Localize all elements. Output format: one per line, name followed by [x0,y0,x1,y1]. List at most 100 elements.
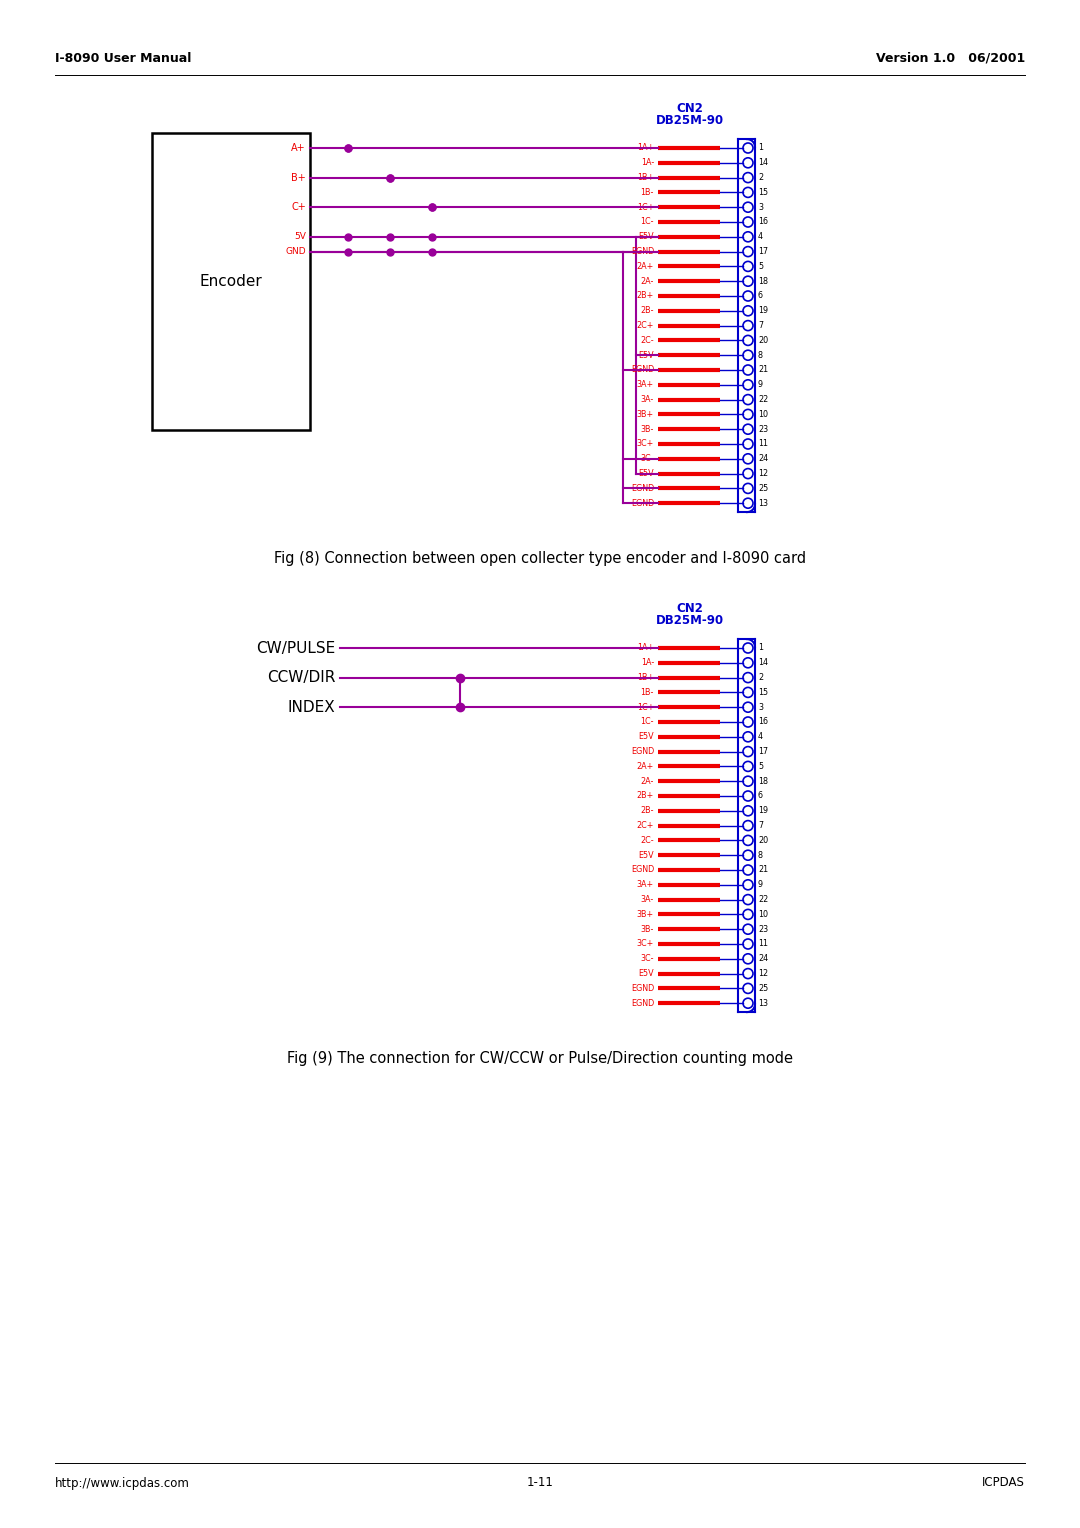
Text: 6: 6 [758,792,762,801]
Text: 1: 1 [758,643,762,652]
Text: 1B+: 1B+ [637,173,654,182]
Text: 3A-: 3A- [640,396,654,403]
Text: 25: 25 [758,484,768,494]
Text: 4: 4 [758,732,762,741]
Text: 1C+: 1C+ [637,703,654,712]
Text: 21: 21 [758,365,768,374]
Text: 23: 23 [758,924,768,934]
Text: 3C-: 3C- [640,454,654,463]
Text: EGND: EGND [631,498,654,507]
Text: Fig (8) Connection between open collecter type encoder and I-8090 card: Fig (8) Connection between open collecte… [274,550,806,565]
Text: 1B-: 1B- [640,188,654,197]
Text: 22: 22 [758,895,768,905]
Text: 19: 19 [758,807,768,816]
Text: 3A-: 3A- [640,895,654,905]
Text: 1A+: 1A+ [637,643,654,652]
Text: EGND: EGND [631,365,654,374]
Text: 3B-: 3B- [640,425,654,434]
Text: DB25M-90: DB25M-90 [656,113,724,127]
Text: 10: 10 [758,909,768,918]
Text: 24: 24 [758,454,768,463]
Text: 14: 14 [758,659,768,668]
Text: 20: 20 [758,836,768,845]
Text: 1A-: 1A- [640,159,654,167]
Text: C+: C+ [292,202,306,212]
Text: Encoder: Encoder [200,274,262,289]
Text: 3: 3 [758,703,762,712]
Text: 24: 24 [758,955,768,963]
Text: 2A+: 2A+ [637,762,654,772]
Text: 21: 21 [758,865,768,874]
Text: 8: 8 [758,851,762,860]
Text: 8: 8 [758,351,762,359]
Text: 1B-: 1B- [640,688,654,697]
Text: Fig (9) The connection for CW/CCW or Pulse/Direction counting mode: Fig (9) The connection for CW/CCW or Pul… [287,1051,793,1065]
Text: 3C-: 3C- [640,955,654,963]
Text: EGND: EGND [631,865,654,874]
Text: 25: 25 [758,984,768,993]
Text: 4: 4 [758,232,762,241]
Text: http://www.icpdas.com: http://www.icpdas.com [55,1476,190,1490]
Text: 2A+: 2A+ [637,261,654,270]
Text: INDEX: INDEX [287,700,335,715]
Text: 5: 5 [758,762,764,772]
Text: 14: 14 [758,159,768,167]
Text: 3B+: 3B+ [637,410,654,419]
Text: 19: 19 [758,306,768,315]
Text: 12: 12 [758,469,768,478]
Text: 2B+: 2B+ [637,792,654,801]
Text: E5V: E5V [638,969,654,978]
Text: 2A-: 2A- [640,776,654,785]
Text: 1B+: 1B+ [637,674,654,681]
Text: 12: 12 [758,969,768,978]
Text: 17: 17 [758,248,768,257]
Text: 15: 15 [758,688,768,697]
Text: GND: GND [285,248,306,257]
Text: 1-11: 1-11 [527,1476,553,1490]
Text: 2: 2 [758,173,764,182]
Text: ICPDAS: ICPDAS [982,1476,1025,1490]
Text: 3A+: 3A+ [637,380,654,390]
Text: 13: 13 [758,999,768,1007]
Text: 7: 7 [758,321,764,330]
Text: 2B-: 2B- [640,306,654,315]
Text: 2C+: 2C+ [636,321,654,330]
Text: 22: 22 [758,396,768,403]
Text: 7: 7 [758,821,764,830]
Text: A+: A+ [292,144,306,153]
Text: Version 1.0   06/2001: Version 1.0 06/2001 [876,52,1025,64]
Text: E5V: E5V [638,732,654,741]
Text: 15: 15 [758,188,768,197]
Text: 3B-: 3B- [640,924,654,934]
Text: CN2: CN2 [676,602,703,614]
Bar [152,133,310,429]
Text: EGND: EGND [631,248,654,257]
Text: 9: 9 [758,880,764,889]
Text: 5V: 5V [294,232,306,241]
Text: 13: 13 [758,498,768,507]
Text: 16: 16 [758,217,768,226]
Text: 11: 11 [758,440,768,449]
Text: EGND: EGND [631,747,654,756]
Text: 2B+: 2B+ [637,292,654,301]
Text: 1C-: 1C- [640,718,654,726]
Text: 18: 18 [758,776,768,785]
Text: 2C-: 2C- [640,836,654,845]
Text: 2C+: 2C+ [636,821,654,830]
Text: 23: 23 [758,425,768,434]
Text: 3B+: 3B+ [637,909,654,918]
Text: EGND: EGND [631,984,654,993]
Text: 3C+: 3C+ [637,940,654,949]
Text: 17: 17 [758,747,768,756]
Text: CW/PULSE: CW/PULSE [256,640,335,656]
Text: 18: 18 [758,277,768,286]
Text: 1A-: 1A- [640,659,654,668]
Text: 9: 9 [758,380,764,390]
Text: I-8090 User Manual: I-8090 User Manual [55,52,191,64]
Text: 1C-: 1C- [640,217,654,226]
Text: EGND: EGND [631,484,654,494]
Text: 6: 6 [758,292,762,301]
Text: 2B-: 2B- [640,807,654,816]
Text: CN2: CN2 [676,101,703,115]
Text: 2A-: 2A- [640,277,654,286]
